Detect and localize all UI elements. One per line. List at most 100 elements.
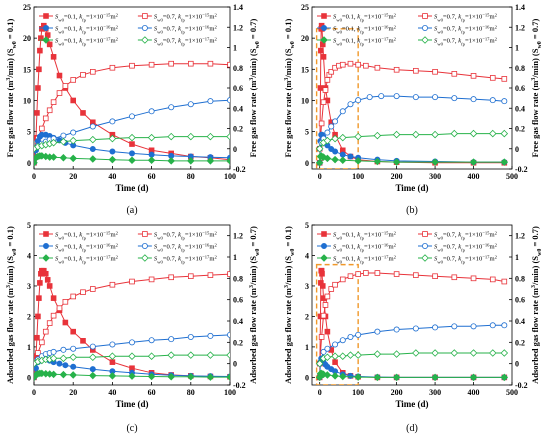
data-point-diamond (89, 371, 97, 380)
data-point-circle (207, 332, 214, 339)
x-tick-label: 40 (108, 172, 116, 181)
data-point-diamond (49, 354, 58, 363)
data-point-diamond (59, 154, 68, 162)
data-point-circle (148, 108, 155, 115)
legend-label: Sw0=0.7, kfp=1×10−15m2 (154, 12, 218, 22)
plot-frame (311, 224, 513, 386)
data-point-square (42, 270, 49, 277)
data-point-diamond (373, 350, 382, 358)
x-tick-label: 60 (148, 388, 156, 397)
data-point-diamond (323, 136, 332, 145)
y-right-tick-label: 0 (233, 360, 237, 369)
y-right-tick-label: -0.2 (233, 165, 246, 174)
data-point-diamond (489, 349, 497, 357)
data-point-circle (339, 337, 346, 344)
y-right-axis-label: Free gas flow rate (m3/min) (Sw0 = 0.7) (530, 18, 543, 157)
data-point-square (129, 141, 135, 147)
data-point-diamond (500, 158, 509, 166)
data-point-circle (412, 94, 419, 101)
y-right-tick-label: 0.8 (233, 274, 243, 283)
data-point-square (70, 77, 77, 83)
legend-marker (43, 13, 49, 19)
y-left-tick-label: 15 (23, 65, 31, 74)
data-point-diamond (431, 130, 439, 139)
data-point-square (374, 270, 381, 276)
legend-marker (320, 36, 328, 44)
y-left-tick-label: 10 (301, 96, 309, 105)
x-tick-label: 200 (391, 388, 403, 397)
y-left-tick-label: 5 (305, 221, 309, 230)
data-point-diamond (89, 155, 97, 163)
data-point-circle (339, 151, 346, 158)
data-point-circle (89, 123, 96, 130)
data-point-square (62, 298, 69, 305)
legend-label: Sw0=0.1, kfp=1×10−15m2 (333, 12, 397, 22)
data-point-circle (128, 150, 135, 157)
data-point-diamond (373, 131, 382, 140)
data-point-circle (393, 93, 400, 100)
y-left-tick-label: 5 (27, 128, 31, 137)
legend-label: Sw0=0.7, kfp=1×10−15m2 (154, 230, 218, 240)
y-left-tick-label: 0 (27, 373, 31, 382)
data-point-square (317, 85, 324, 91)
y-right-tick-label: 1.2 (515, 232, 525, 241)
data-point-diamond (206, 351, 215, 359)
series-layer (315, 263, 509, 385)
series-line-blue-open (319, 95, 505, 149)
y-left-tick-label: 3 (305, 282, 309, 291)
x-axis-label: Time (d) (115, 399, 148, 409)
data-point-circle (374, 328, 381, 335)
x-tick-label: 100 (352, 388, 364, 397)
data-point-diamond (500, 349, 509, 357)
data-point-square (187, 60, 194, 67)
data-point-square (319, 283, 326, 289)
data-point-square (109, 359, 116, 365)
data-point-circle (128, 339, 135, 346)
data-point-circle (89, 343, 96, 350)
legend-marker (321, 231, 327, 237)
y-right-tick-label: 0.4 (515, 317, 525, 326)
data-point-circle (128, 113, 135, 120)
y-right-tick-label: 0.8 (515, 274, 525, 283)
legend-marker (421, 24, 428, 31)
data-point-circle (324, 129, 331, 136)
data-point-square (35, 85, 41, 91)
y-right-tick-label: 0.2 (233, 125, 243, 134)
chart-panel-c: 0 20 40 60 80 100 0 1 2 3 4 5 -0.2 0 0.2 0.4 0.6 0.8 1 1.2 T… (5, 221, 261, 434)
data-point-square (56, 90, 63, 96)
x-tick-label: 200 (391, 172, 403, 181)
data-point-diamond (128, 133, 136, 142)
data-point-diamond (339, 133, 347, 142)
data-point-circle (60, 132, 67, 139)
data-point-square (328, 286, 335, 292)
data-point-diamond (89, 353, 97, 362)
legend-label: Sw0=0.7, kfp=1×10−15m2 (434, 12, 498, 22)
series-line-red-filled (319, 270, 505, 378)
data-point-circle (332, 148, 339, 155)
series-layer (34, 267, 230, 382)
data-point-diamond (187, 351, 195, 359)
y-right-tick-label: 0.4 (233, 317, 243, 326)
data-point-diamond (373, 157, 382, 166)
panel-caption: (d) (406, 423, 418, 434)
data-point-square (501, 76, 508, 82)
data-point-square (207, 60, 214, 67)
data-point-square (187, 273, 194, 279)
data-point-square (393, 66, 400, 73)
data-point-diamond (339, 372, 347, 381)
data-point-square (320, 99, 327, 105)
data-point-square (328, 69, 335, 75)
data-point-square (501, 278, 508, 285)
y-left-tick-label: 10 (23, 96, 31, 105)
data-point-diamond (59, 137, 68, 146)
data-point-circle (187, 333, 194, 340)
data-point-diamond (489, 129, 497, 138)
data-point-diamond (167, 157, 175, 165)
data-point-circle (451, 95, 458, 102)
data-point-diamond (392, 130, 401, 139)
y-left-axis-label: Free gas flow rate (m3/min) (Sw0 = 0.1) (283, 18, 296, 157)
x-tick-label: 0 (318, 172, 322, 181)
data-point-square (320, 312, 327, 319)
data-point-diamond (206, 157, 215, 165)
data-point-diamond (339, 156, 347, 165)
